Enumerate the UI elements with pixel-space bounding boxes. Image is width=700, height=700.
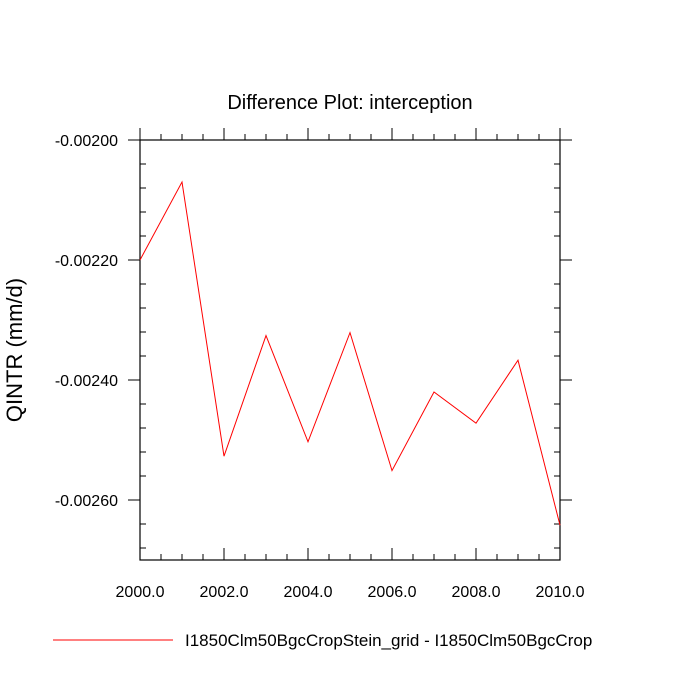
series-line bbox=[139, 180, 561, 526]
legend: I1850Clm50BgcCropStein_grid - I1850Clm50… bbox=[53, 631, 592, 650]
y-tick-labels: -0.00200 -0.00220 -0.00240 -0.00260 bbox=[55, 133, 118, 510]
plot-frame bbox=[139, 139, 561, 561]
y-tick-label: -0.00220 bbox=[55, 253, 118, 270]
y-tick-label: -0.00260 bbox=[55, 493, 118, 510]
chart-title: Difference Plot: interception bbox=[227, 92, 472, 114]
x-tick-label: 2002.0 bbox=[200, 584, 249, 601]
x-tick-labels: 2000.0 2002.0 2004.0 2006.0 2008.0 2010.0 bbox=[116, 584, 585, 601]
x-tick-label: 2010.0 bbox=[536, 584, 585, 601]
legend-label: I1850Clm50BgcCropStein_grid - I1850Clm50… bbox=[185, 631, 592, 650]
y-tick-label: -0.00240 bbox=[55, 373, 118, 390]
y-axis-label: QINTR (mm/d) bbox=[2, 278, 27, 422]
x-tick-label: 2008.0 bbox=[452, 584, 501, 601]
x-tick-label: 2004.0 bbox=[284, 584, 333, 601]
y-tick-label: -0.00200 bbox=[55, 133, 118, 150]
x-tick-label: 2006.0 bbox=[368, 584, 417, 601]
axis-ticks bbox=[128, 128, 572, 560]
x-tick-label: 2000.0 bbox=[116, 584, 165, 601]
series-lines bbox=[139, 180, 561, 526]
